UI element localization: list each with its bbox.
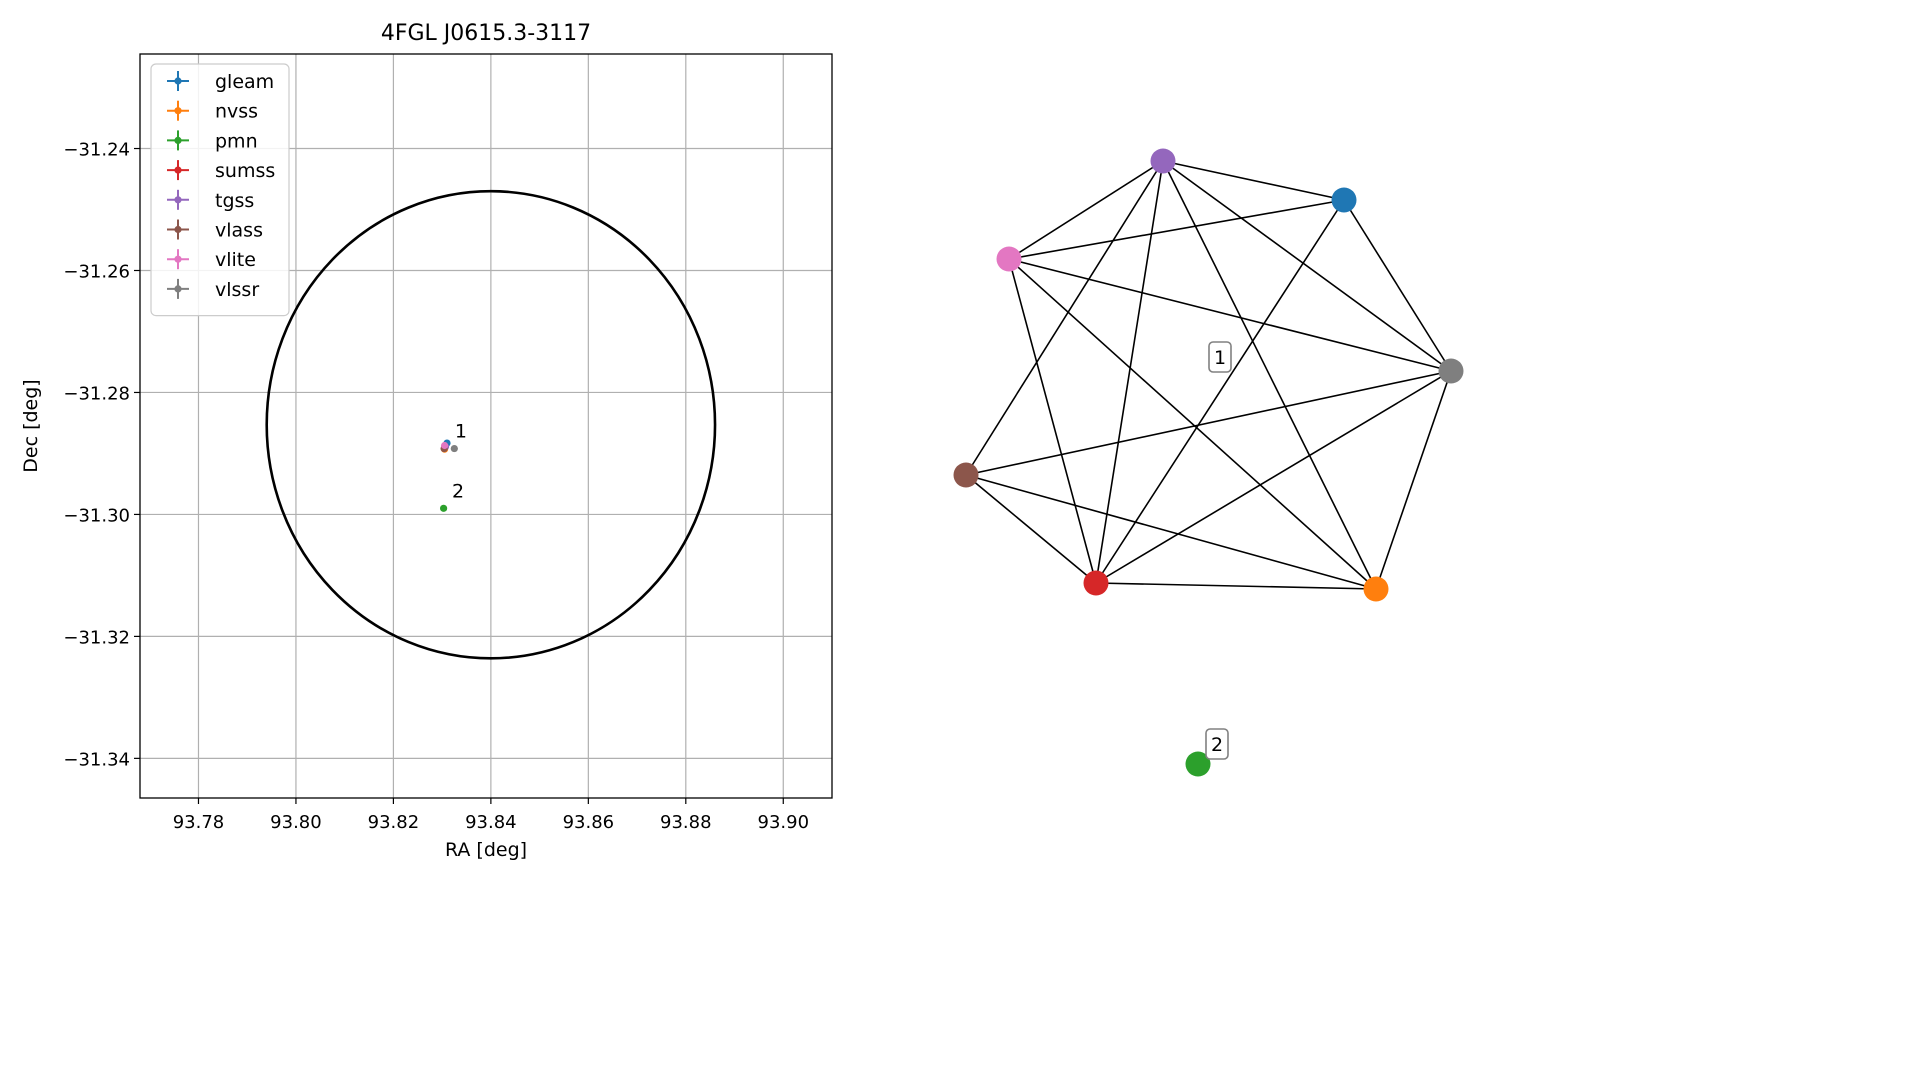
cluster-label-box — [1208, 341, 1232, 373]
legend-marker-tgss — [174, 196, 182, 204]
edge-tgss-gleam — [1162, 160, 1345, 201]
x-tick-label: 93.88 — [660, 812, 712, 833]
y-axis-label: Dec [deg] — [20, 379, 42, 472]
edge-vlite-nvss — [1008, 258, 1377, 590]
x-tick-label: 93.90 — [758, 812, 810, 833]
x-tick-label: 93.86 — [563, 812, 615, 833]
legend-label: sumss — [215, 160, 275, 182]
cluster-label-text: 1 — [1214, 347, 1226, 369]
y-tick-label: −31.26 — [63, 261, 130, 282]
point-vlssr — [450, 444, 458, 453]
x-tick-label: 93.84 — [465, 812, 517, 833]
point-annotation: 1 — [455, 421, 467, 443]
edge-tgss-sumss — [1095, 160, 1164, 584]
axis-ticks: 93.78 93.80 93.82 93.84 93.86 93.88 93.90 −31.2… — [63, 140, 809, 833]
cluster-label: 2 — [1205, 728, 1229, 760]
edge-gleam-sumss — [1095, 199, 1345, 584]
edge-sumss-nvss — [1095, 582, 1377, 590]
legend-label: tgss — [215, 190, 254, 212]
edge-vlite-gleam — [1008, 199, 1345, 260]
node-sumss — [1083, 570, 1109, 596]
network-nodes — [953, 148, 1464, 777]
x-tick-label: 93.80 — [270, 812, 322, 833]
legend-label: vlssr — [215, 279, 259, 301]
y-tick-label: −31.24 — [63, 140, 130, 161]
legend-entry-vlass: vlass — [167, 219, 263, 242]
cluster-label: 1 — [1208, 341, 1232, 373]
edge-tgss-nvss — [1162, 160, 1377, 590]
edge-gleam-vlssr — [1343, 199, 1452, 372]
network-labels: 12 — [1205, 341, 1232, 760]
edge-vlssr-vlass — [965, 370, 1452, 476]
node-vlass — [953, 462, 979, 488]
edge-vlite-sumss — [1008, 258, 1097, 584]
legend-marker-pmn — [174, 136, 182, 144]
x-tick-label: 93.82 — [368, 812, 420, 833]
node-nvss — [1363, 576, 1389, 602]
error-ellipse — [265, 189, 717, 660]
cluster-label-text: 2 — [1211, 734, 1223, 756]
legend-marker-vlass — [174, 225, 182, 234]
chart-title: 4FGL J0615.3-3117 — [381, 21, 591, 46]
edge-vlssr-nvss — [1375, 370, 1452, 590]
legend-label: gleam — [215, 71, 274, 93]
legend-marker-gleam — [174, 77, 182, 85]
legend-entry-tgss: tgss — [167, 189, 254, 212]
edge-vlass-sumss — [965, 474, 1097, 584]
network-edges — [965, 160, 1452, 590]
point-vlite — [440, 441, 449, 450]
legend-label: nvss — [215, 101, 258, 123]
edge-vlite-vlssr — [1008, 258, 1452, 372]
legend-entry-sumss: sumss — [167, 160, 275, 182]
legend-entry-nvss: nvss — [167, 100, 258, 123]
node-vlite — [996, 246, 1022, 272]
legend-entry-pmn: pmn — [167, 130, 258, 152]
node-pmn — [1185, 751, 1211, 777]
point-pmn — [440, 504, 448, 512]
x-tick-label: 93.78 — [173, 812, 225, 833]
legend-entry-vlssr: vlssr — [167, 278, 259, 301]
point-annotation: 2 — [452, 480, 464, 502]
y-tick-label: −31.30 — [63, 505, 130, 526]
legend-label: vlite — [215, 249, 256, 271]
x-axis-label: RA [deg] — [445, 839, 527, 861]
legend: gleam nvss pmn sumss tgss vlass vlite vlssr — [150, 63, 290, 317]
edge-tgss-vlite — [1008, 160, 1164, 260]
legend-entry-gleam: gleam — [167, 71, 274, 93]
edge-vlssr-sumss — [1095, 370, 1452, 584]
y-tick-label: −31.32 — [63, 627, 130, 648]
edge-tgss-vlssr — [1162, 160, 1452, 372]
legend-box — [150, 63, 290, 317]
network-graph: 12 — [953, 148, 1464, 777]
node-tgss — [1150, 148, 1176, 174]
legend-marker-nvss — [174, 107, 182, 115]
legend-label: pmn — [215, 130, 258, 152]
sky-position-plot: 4FGL J0615.3-3117 12 93.78 93.80 93.82 93.8… — [20, 21, 833, 861]
axes-frame — [139, 53, 833, 799]
node-vlssr — [1438, 358, 1464, 384]
legend-marker-vlite — [174, 255, 182, 263]
node-gleam — [1331, 187, 1357, 213]
legend-entry-vlite: vlite — [167, 249, 256, 271]
legend-label: vlass — [215, 220, 263, 242]
edge-vlass-nvss — [965, 474, 1377, 590]
edge-tgss-vlass — [965, 160, 1164, 476]
y-tick-label: −31.28 — [63, 383, 130, 404]
data-layer: 12 — [265, 189, 717, 660]
cluster-label-box — [1205, 728, 1229, 760]
legend-marker-sumss — [174, 166, 182, 174]
legend-marker-vlssr — [174, 285, 182, 293]
y-tick-label: −31.34 — [63, 749, 130, 770]
